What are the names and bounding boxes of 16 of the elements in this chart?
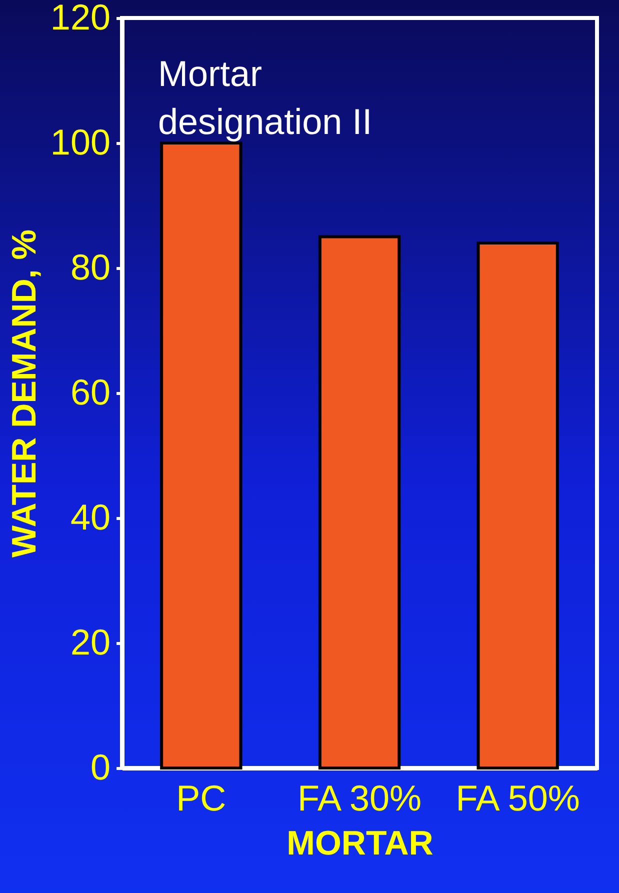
y-tick-label: 20	[70, 622, 110, 662]
y-tick-label: 120	[50, 0, 110, 38]
x-tick-label: FA 30%	[297, 778, 422, 818]
x-axis-title: MORTAR	[286, 824, 434, 862]
bar	[476, 242, 559, 770]
y-tick-label: 60	[70, 372, 110, 412]
bar	[318, 235, 401, 770]
y-tick-label: 80	[70, 246, 110, 288]
y-tick-label: 40	[70, 496, 110, 538]
y-axis-title: WATER DEMAND, %	[5, 229, 44, 558]
bar	[160, 142, 242, 770]
y-tick-label: 100	[50, 122, 110, 162]
x-tick-label: FA 50%	[456, 778, 580, 818]
x-tick-label: PC	[176, 778, 226, 818]
annotation: Mortar designation II	[158, 52, 374, 144]
y-tick-label: 0	[90, 746, 110, 788]
